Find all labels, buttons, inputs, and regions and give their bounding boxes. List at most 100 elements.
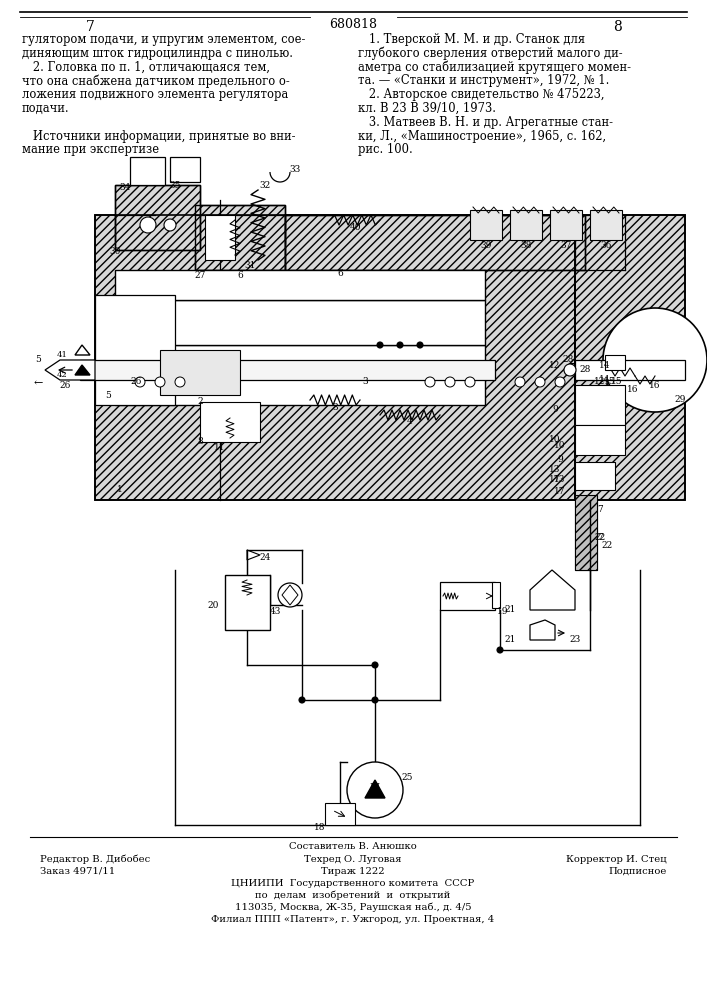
Bar	[575, 495, 597, 570]
Text: 12: 12	[549, 360, 561, 369]
Text: 37: 37	[561, 240, 572, 249]
Text: 22: 22	[595, 532, 606, 542]
Bar	[205, 215, 235, 260]
Circle shape	[515, 377, 525, 387]
Text: 2. Авторское свидетельство № 475223,: 2. Авторское свидетельство № 475223,	[358, 88, 604, 101]
Text: 31: 31	[245, 260, 256, 269]
Text: аметра со стабилизацией крутящего момен-: аметра со стабилизацией крутящего момен-	[358, 61, 631, 74]
Circle shape	[564, 364, 576, 376]
Bar	[605, 355, 625, 370]
Text: 40: 40	[349, 223, 361, 232]
Text: подачи.: подачи.	[22, 102, 69, 115]
Text: та. — «Станки и инструмент», 1972, № 1.: та. — «Станки и инструмент», 1972, № 1.	[358, 74, 609, 87]
Bar	[225, 575, 270, 630]
Text: 9: 9	[552, 406, 558, 414]
Text: 16: 16	[627, 385, 638, 394]
Text: 17: 17	[554, 488, 566, 496]
Text: 19: 19	[497, 607, 509, 616]
Bar	[195, 205, 285, 270]
Text: 20: 20	[207, 600, 218, 609]
Text: 38: 38	[520, 240, 532, 249]
Text: 22: 22	[602, 540, 613, 550]
Text: Источники информации, принятые во вни-: Источники информации, принятые во вни-	[22, 130, 296, 143]
Text: кл. В 23 В 39/10, 1973.: кл. В 23 В 39/10, 1973.	[358, 102, 496, 115]
Text: 3: 3	[362, 377, 368, 386]
Circle shape	[372, 697, 378, 703]
Circle shape	[425, 377, 435, 387]
Text: 4: 4	[407, 418, 413, 426]
Text: 15: 15	[604, 377, 616, 386]
Bar	[95, 215, 575, 500]
Text: 30: 30	[110, 247, 121, 256]
Text: 33: 33	[289, 165, 300, 174]
Bar	[510, 210, 542, 240]
Text: 13: 13	[554, 476, 566, 485]
Bar	[575, 215, 685, 500]
Bar	[285, 215, 585, 270]
Polygon shape	[365, 780, 385, 798]
Bar	[285, 215, 585, 270]
Bar	[325, 803, 355, 825]
Text: мание при экспертизе: мание при экспертизе	[22, 143, 159, 156]
Text: 8: 8	[613, 20, 621, 34]
Text: 34: 34	[119, 184, 131, 192]
Text: 6: 6	[337, 269, 343, 278]
Circle shape	[603, 308, 707, 412]
Text: 8: 8	[197, 438, 203, 446]
Text: глубокого сверления отверстий малого ди-: глубокого сверления отверстий малого ди-	[358, 47, 623, 60]
Polygon shape	[45, 360, 95, 380]
Text: 9: 9	[557, 456, 563, 464]
Circle shape	[347, 762, 403, 818]
Text: 23: 23	[569, 636, 580, 645]
Circle shape	[135, 377, 145, 387]
Text: Техред О. Луговая: Техред О. Луговая	[304, 855, 402, 864]
Text: ←: ←	[33, 378, 42, 388]
Bar	[95, 215, 575, 500]
Bar	[492, 582, 500, 608]
Bar	[115, 185, 200, 250]
Text: 2: 2	[197, 397, 203, 406]
Text: 39: 39	[480, 240, 491, 249]
Text: ки, Л., «Машиностроение», 1965, с. 162,: ки, Л., «Машиностроение», 1965, с. 162,	[358, 130, 606, 143]
Circle shape	[377, 342, 383, 348]
Bar	[95, 295, 175, 405]
Text: 680818: 680818	[329, 18, 377, 31]
Text: 32: 32	[259, 180, 271, 190]
Circle shape	[140, 217, 156, 233]
Text: 35: 35	[169, 180, 181, 190]
Bar	[550, 210, 582, 240]
Text: Редактор В. Дибобес: Редактор В. Дибобес	[40, 855, 151, 864]
Text: 6: 6	[237, 270, 243, 279]
Text: Корректор И. Стец: Корректор И. Стец	[566, 855, 667, 864]
Text: что она снабжена датчиком предельного о-: что она снабжена датчиком предельного о-	[22, 74, 290, 88]
Text: Филиал ППП «Патент», г. Ужгород, ул. Проектная, 4: Филиал ППП «Патент», г. Ужгород, ул. Про…	[211, 915, 495, 924]
Text: 24: 24	[259, 552, 271, 562]
Text: гулятором подачи, и упругим элементом, сое-: гулятором подачи, и упругим элементом, с…	[22, 33, 305, 46]
Text: Составитель В. Анюшко: Составитель В. Анюшко	[289, 842, 417, 851]
Text: 28: 28	[562, 356, 573, 364]
Text: 7: 7	[597, 534, 603, 542]
Text: Тираж 1222: Тираж 1222	[321, 867, 385, 876]
Text: Заказ 4971/11: Заказ 4971/11	[40, 867, 115, 876]
Polygon shape	[530, 570, 575, 610]
Text: 5: 5	[35, 356, 41, 364]
Text: ЦНИИПИ  Государственного комитета  СССР: ЦНИИПИ Государственного комитета СССР	[231, 879, 474, 888]
Bar	[200, 402, 260, 442]
Text: 1: 1	[117, 486, 123, 494]
Text: ложения подвижного элемента регулятора: ложения подвижного элемента регулятора	[22, 88, 288, 101]
Text: 36: 36	[600, 240, 612, 249]
Bar	[115, 345, 485, 405]
Bar	[470, 210, 502, 240]
Text: 13: 13	[549, 466, 561, 475]
Text: 28: 28	[579, 365, 590, 374]
Text: 7: 7	[86, 20, 95, 34]
Text: 10: 10	[549, 436, 561, 444]
Circle shape	[535, 377, 545, 387]
Bar	[160, 350, 240, 395]
Bar	[575, 215, 685, 500]
Bar	[115, 270, 485, 300]
Bar	[115, 300, 485, 345]
Circle shape	[397, 342, 403, 348]
Bar	[575, 360, 685, 380]
Bar	[195, 205, 285, 270]
